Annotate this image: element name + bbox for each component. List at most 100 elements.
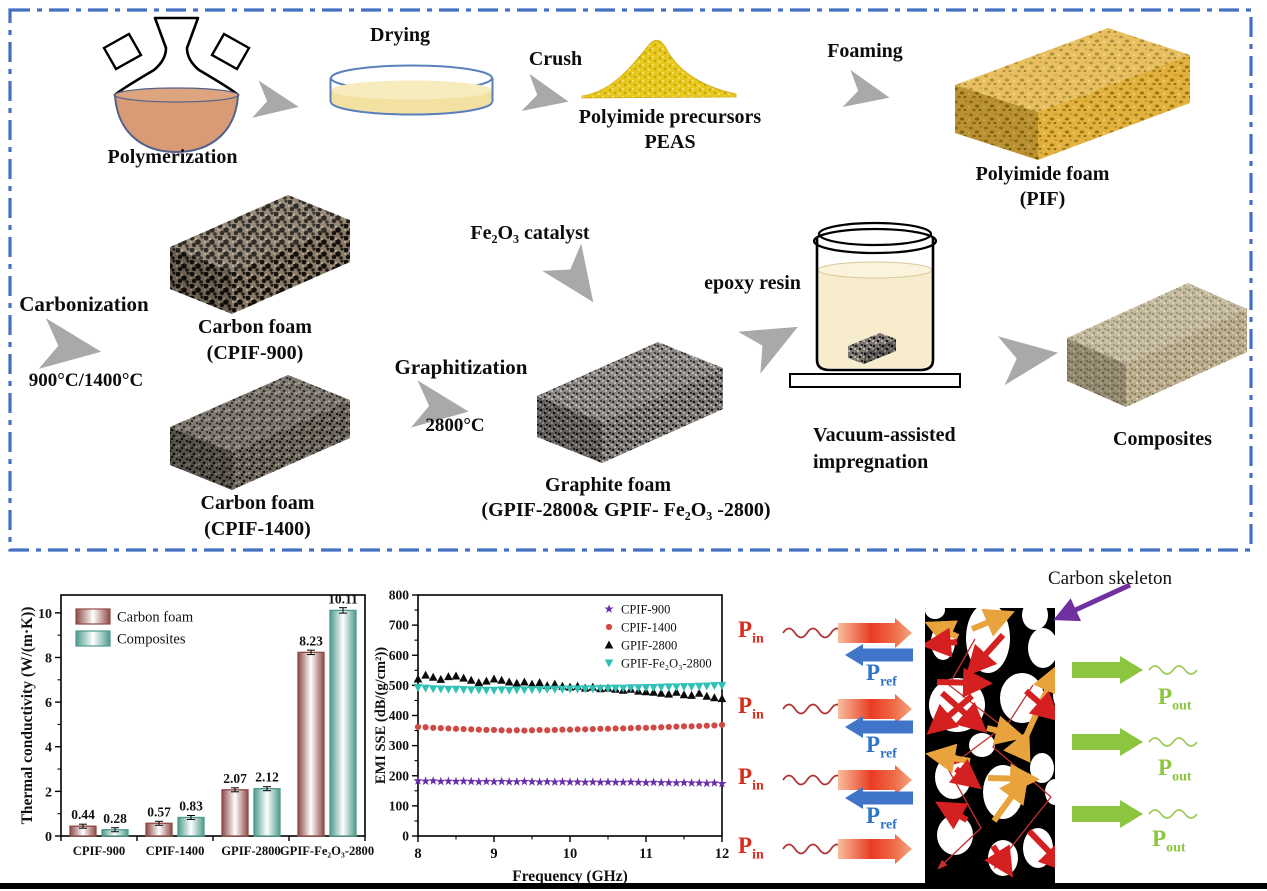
flow-graphics xyxy=(8,8,1253,552)
bar-legend: Carbon foam Composites xyxy=(75,608,194,648)
label-graphite-1: Graphite foam xyxy=(544,474,672,496)
series-GPIF-Fe₂O₃-2800 xyxy=(413,681,727,695)
label-pref-1: Pref xyxy=(866,660,897,690)
label-cpif1400-1: Carbon foam xyxy=(200,492,315,514)
label-graphitization-temp: 2800°C xyxy=(425,415,485,436)
label-cpif900-1: Carbon foam xyxy=(198,316,312,338)
svg-text:2.07: 2.07 xyxy=(223,771,247,786)
arrow-crush xyxy=(521,73,573,121)
svg-text:10: 10 xyxy=(38,607,52,622)
bar-series: 0.44 0.28 0.57 0.83 2.07 2.12 8.23 10.11 xyxy=(69,591,358,837)
svg-text:400: 400 xyxy=(389,708,410,723)
label-pin-1: Pin xyxy=(738,617,764,647)
label-pout-1: Pout xyxy=(1158,684,1192,714)
series-CPIF-900 xyxy=(413,776,727,788)
svg-text:0.44: 0.44 xyxy=(71,807,95,822)
label-precursors-2: PEAS xyxy=(644,131,696,153)
label-pout-3: Pout xyxy=(1152,826,1186,856)
svg-text:GPIF-Fe₂O₃-2800: GPIF-Fe₂O₃-2800 xyxy=(621,657,712,671)
label-pout-2: Pout xyxy=(1158,755,1192,785)
label-graphitization: Graphitization xyxy=(394,355,528,379)
three-neck-flask-graphic xyxy=(102,16,251,154)
label-vacuum-2: impregnation xyxy=(813,451,929,473)
svg-text:9: 9 xyxy=(490,846,497,862)
pif-foam-block-graphic xyxy=(955,28,1190,160)
label-vacuum-1: Vacuum-assisted xyxy=(813,424,956,446)
svg-text:10: 10 xyxy=(563,846,578,862)
bar-y-axis: 0 2 4 6 8 10 xyxy=(38,607,61,845)
cpif1400-block-graphic xyxy=(170,375,350,490)
thermal-conductivity-chart: 0 2 4 6 8 10 0.44 0.28 0.57 0.83 2.07 2.12 8.23 10.11… xyxy=(19,591,374,858)
label-carbonization-temp: 900°C/1400°C xyxy=(28,370,144,391)
svg-text:11: 11 xyxy=(639,846,653,862)
scatter-x-axis-title: Frequency (GHz) xyxy=(512,868,628,885)
label-fe2o3-catalyst: Fe₂O₃ catalyst xyxy=(470,222,590,244)
arrow-catalyst xyxy=(542,243,613,316)
svg-text:200: 200 xyxy=(389,768,410,783)
pin-arrows xyxy=(838,618,912,864)
emi-shielding-schematic xyxy=(782,582,1198,883)
internal-red-arrows xyxy=(925,627,1055,878)
svg-text:2: 2 xyxy=(45,785,52,800)
svg-text:8: 8 xyxy=(45,651,52,666)
scatter-legend: CPIF-900 CPIF-1400 GPIF-2800 GPIF-Fe₂O₃-280… xyxy=(604,603,712,671)
label-carbon-skeleton: Carbon skeleton xyxy=(1048,568,1173,589)
series-CPIF-1400 xyxy=(414,721,726,734)
svg-text:GPIF-Fe₂O₃-2800: GPIF-Fe₂O₃-2800 xyxy=(280,844,374,858)
label-drying: Drying xyxy=(370,24,430,46)
label-carbonization: Carbonization xyxy=(19,292,149,316)
label-graphite-2: (GPIF-2800& GPIF- Fe₂O₃ -2800) xyxy=(481,499,771,521)
svg-text:4: 4 xyxy=(45,741,52,756)
composites-block-graphic xyxy=(1067,283,1247,407)
label-foaming: Foaming xyxy=(827,40,903,62)
svg-text:Carbon foam: Carbon foam xyxy=(117,610,194,626)
label-epoxy-resin: epoxy resin xyxy=(704,272,801,294)
svg-text:8: 8 xyxy=(414,846,421,862)
arrow-epoxy xyxy=(738,305,809,374)
svg-text:2.12: 2.12 xyxy=(255,770,279,785)
svg-text:0: 0 xyxy=(402,829,409,844)
svg-text:CPIF-900: CPIF-900 xyxy=(621,603,670,617)
svg-text:CPIF-900: CPIF-900 xyxy=(73,844,125,858)
pout-arrows xyxy=(1072,656,1143,828)
svg-text:300: 300 xyxy=(389,738,410,753)
svg-text:CPIF-1400: CPIF-1400 xyxy=(146,844,205,858)
arrow-carbonization xyxy=(38,318,105,378)
svg-text:8.23: 8.23 xyxy=(299,633,323,648)
svg-text:12: 12 xyxy=(715,846,730,862)
svg-text:800: 800 xyxy=(389,588,410,603)
label-pin-2: Pin xyxy=(738,693,764,723)
label-pif-2: (PIF) xyxy=(1019,188,1066,210)
svg-text:GPIF-2800: GPIF-2800 xyxy=(621,639,677,653)
arrow-to-composites xyxy=(997,328,1062,386)
figure-bottom-border xyxy=(0,883,1267,889)
label-cpif1400-2: (CPIF-1400) xyxy=(204,518,311,540)
porous-structure-graphic xyxy=(925,608,1055,883)
svg-text:0.28: 0.28 xyxy=(103,811,127,826)
scatter-y-axis-title: EMI SSE (dB/(g/cm²)) xyxy=(373,647,389,784)
synthesis-flow-box: Polymerization Drying Crush Polyimide pr… xyxy=(8,8,1253,553)
arrow-polymerization-to-drying xyxy=(252,80,302,126)
arrow-foaming xyxy=(842,69,894,117)
emi-sse-chart: 8 9 10 11 12 0 100 200 300 400 500 600 700 800 CPIF-90… xyxy=(373,588,730,886)
svg-text:GPIF-2800: GPIF-2800 xyxy=(221,844,280,858)
bar-y-axis-title: Thermal conductivity (W/(m·K)) xyxy=(19,607,36,825)
svg-text:Composites: Composites xyxy=(117,632,186,648)
powder-pile-graphic xyxy=(581,39,737,99)
label-crush: Crush xyxy=(528,48,583,70)
svg-text:10.11: 10.11 xyxy=(328,591,358,606)
pin-wavy-lines xyxy=(782,627,844,855)
label-pin-4: Pin xyxy=(738,833,764,863)
label-pref-2: Pref xyxy=(866,732,897,762)
pref-arrows xyxy=(845,644,913,809)
graphite-foam-block-graphic xyxy=(537,342,723,463)
svg-text:CPIF-1400: CPIF-1400 xyxy=(621,621,677,635)
svg-text:100: 100 xyxy=(389,798,410,813)
cpif900-block-graphic xyxy=(170,195,350,314)
flow-box-border xyxy=(8,8,1253,552)
svg-text:700: 700 xyxy=(389,618,410,633)
petri-dish-graphic xyxy=(329,64,494,116)
beaker-graphic xyxy=(789,221,961,388)
label-precursors-1: Polyimide precursors xyxy=(578,106,762,128)
label-pif-1: Polyimide foam xyxy=(975,163,1110,185)
